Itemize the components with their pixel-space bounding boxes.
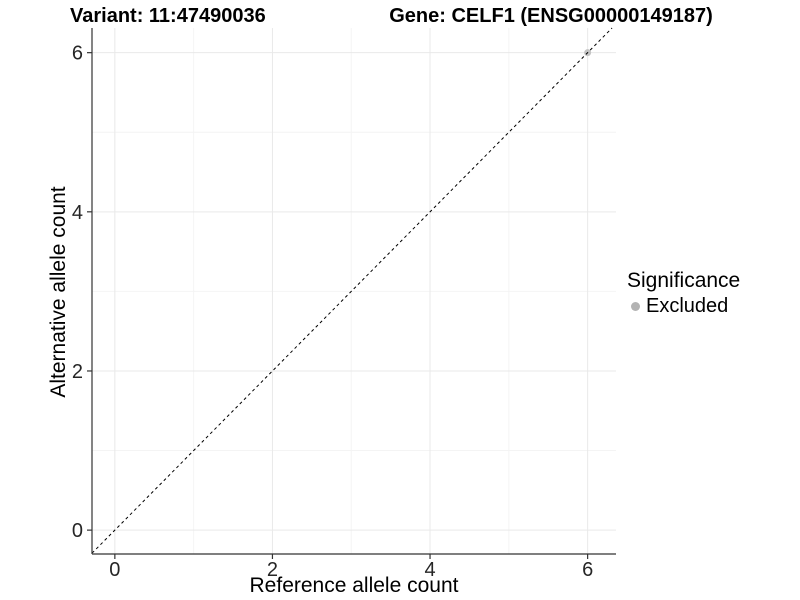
- legend: Significance Excluded: [627, 269, 740, 318]
- x-tick-label: 4: [424, 559, 435, 581]
- y-tick-label: 0: [72, 520, 83, 542]
- x-tick-label: 0: [109, 559, 120, 581]
- x-tick-label: 6: [582, 559, 593, 581]
- legend-item-excluded: Excluded: [627, 295, 740, 318]
- y-tick-label: 4: [72, 202, 83, 224]
- x-axis-title: Reference allele count: [249, 574, 459, 597]
- plot-title-gene: Gene: CELF1 (ENSG00000149187): [389, 5, 713, 27]
- legend-title: Significance: [627, 269, 741, 292]
- y-tick-label: 6: [72, 43, 83, 65]
- y-tick-label: 2: [72, 361, 83, 383]
- legend-item-label: Excluded: [646, 295, 729, 317]
- identity-line: [91, 27, 613, 554]
- plot-title-variant: Variant: 11:47490036: [70, 5, 266, 27]
- y-axis-title: Alternative allele count: [47, 186, 70, 398]
- excluded-point-icon: [631, 302, 640, 311]
- x-tick-label: 2: [267, 559, 278, 581]
